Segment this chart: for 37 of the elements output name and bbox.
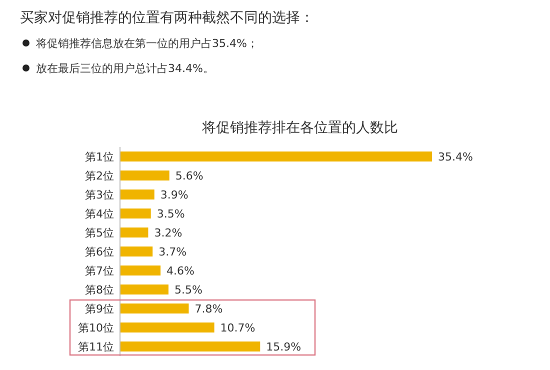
data-label: 35.4% — [438, 150, 473, 164]
data-label: 15.9% — [266, 340, 302, 354]
bar — [120, 228, 148, 238]
text: 将促销推荐信息放在第一位的用户占35.4%； — [35, 37, 258, 50]
data-label: 3.2% — [154, 226, 182, 240]
data-label: 10.7% — [220, 322, 256, 334]
data-label: 3.5% — [156, 208, 185, 220]
chart-title: 将促销推荐排在各位置的人数比 — [201, 120, 398, 136]
y-tick-label: 第2位 — [85, 170, 114, 182]
bar — [120, 266, 161, 276]
data-label: 4.6% — [166, 264, 194, 278]
y-tick-label: 第6位 — [85, 246, 114, 258]
y-tick-label: 第10位 — [78, 322, 114, 334]
y-tick-label: 第11位 — [78, 340, 114, 354]
bar — [120, 152, 432, 162]
bar — [120, 170, 170, 180]
bar — [120, 322, 214, 332]
y-tick-label: 第8位 — [85, 284, 114, 296]
bar — [120, 190, 154, 200]
y-tick-label: 第4位 — [85, 208, 114, 220]
data-label: 5.5% — [174, 284, 202, 296]
y-tick-label: 第9位 — [85, 302, 114, 316]
y-tick-label: 第5位 — [85, 226, 114, 240]
bar — [120, 304, 189, 314]
data-label: 7.8% — [194, 302, 223, 316]
bar — [120, 208, 151, 218]
data-label: 3.9% — [160, 188, 188, 202]
y-tick-label: 第7位 — [85, 264, 114, 278]
bar — [120, 284, 168, 294]
data-label: 5.6% — [175, 170, 204, 182]
y-tick-label: 第1位 — [85, 150, 114, 164]
bar — [120, 246, 153, 256]
bar — [120, 342, 260, 352]
data-label: 3.7% — [158, 246, 187, 258]
text: 买家对促销推荐的位置有两种截然不同的选择： — [20, 10, 314, 26]
y-tick-label: 第3位 — [85, 188, 114, 202]
text: 放在最后三位的用户总计占34.4%。 — [36, 62, 214, 75]
